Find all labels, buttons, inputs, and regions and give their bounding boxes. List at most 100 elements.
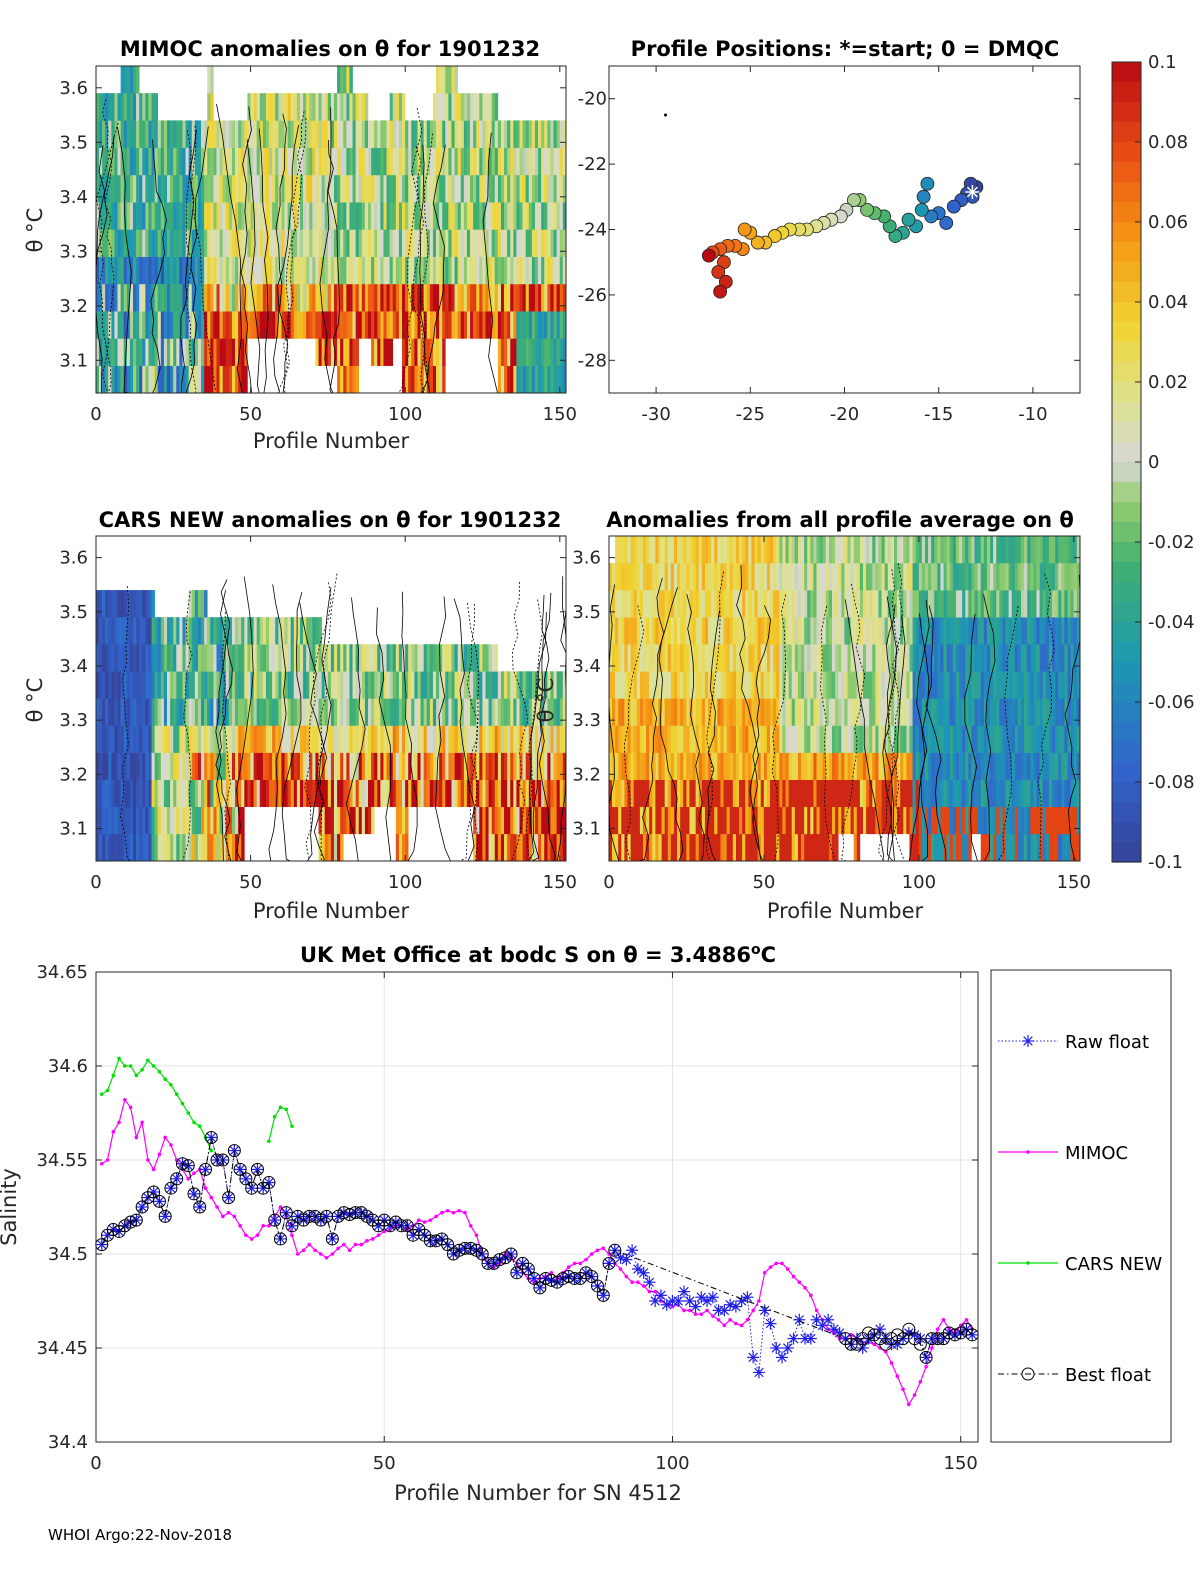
heatmap-cell — [299, 698, 304, 726]
heatmap-cell — [225, 311, 230, 339]
heatmap-cell — [494, 671, 499, 699]
heatmap-cell — [1052, 806, 1056, 835]
heatmap-cell — [278, 752, 282, 780]
heatmap-cell — [120, 229, 125, 257]
heatmap-cell — [287, 283, 292, 312]
heatmap-cell — [470, 93, 474, 121]
heatmap-cell — [204, 256, 208, 285]
heatmap-cell — [556, 671, 561, 699]
heatmap-cell — [562, 338, 567, 366]
contour-line — [531, 594, 550, 862]
heatmap-cell — [897, 752, 901, 780]
heatmap-cell — [553, 806, 557, 835]
heatmap-cell — [825, 590, 830, 618]
heatmap-cell — [402, 806, 406, 835]
heatmap-cell — [807, 725, 811, 753]
heatmap-cell — [303, 311, 307, 339]
heatmap-cell — [1045, 725, 1050, 753]
heatmap-cell — [179, 698, 183, 726]
heatmap-cell — [627, 644, 631, 672]
heatmap-cell — [120, 311, 125, 339]
heatmap-cell — [287, 120, 292, 148]
heatmap-cell — [95, 338, 100, 366]
heatmap-cell — [550, 671, 554, 699]
positions-track — [664, 113, 984, 299]
heatmap-cell — [148, 93, 152, 121]
heatmap-cell — [129, 93, 134, 121]
heatmap-cell — [544, 338, 548, 366]
heatmap-cell — [247, 725, 251, 753]
heatmap-cell — [299, 256, 304, 285]
mimoc-point — [146, 1158, 150, 1162]
heatmap-cell — [729, 535, 734, 564]
heatmap-cell — [1014, 535, 1019, 564]
heatmap-cell — [655, 752, 659, 780]
heatmap-cell — [912, 590, 916, 618]
heatmap-cell — [751, 617, 755, 645]
heatmap-cell — [228, 202, 233, 230]
heatmap-cell — [225, 229, 230, 257]
heatmap-cell — [804, 833, 808, 862]
heatmap-cell — [343, 671, 347, 699]
heatmap-cell — [510, 779, 514, 808]
heatmap-cell — [111, 590, 115, 618]
heatmap-cell — [225, 202, 230, 230]
heatmap-cell — [395, 752, 400, 780]
heatmap-cell — [343, 752, 347, 780]
heatmap-cell — [732, 752, 737, 780]
contour-line — [185, 126, 209, 394]
heatmap-cell — [819, 644, 824, 672]
heatmap-cell — [695, 806, 700, 835]
heatmap-cell — [448, 779, 452, 808]
heatmap-cell — [547, 671, 551, 699]
heatmap-cell — [519, 174, 523, 203]
heatmap-cell — [791, 590, 796, 618]
heatmap-cell — [757, 590, 762, 618]
heatmap-cell — [646, 806, 650, 835]
heatmap-cell — [1048, 752, 1053, 780]
heatmap-cell — [488, 93, 492, 121]
heatmap-cell — [482, 283, 486, 312]
heatmap-cell — [639, 779, 644, 808]
heatmap-cell — [361, 806, 366, 835]
heatmap-cell — [1002, 535, 1006, 564]
mimoc-point — [641, 1284, 646, 1288]
heatmap-cell — [519, 779, 523, 808]
heatmap-cell — [556, 256, 561, 285]
heatmap-cell — [337, 365, 341, 394]
heatmap-cell — [299, 174, 304, 203]
heatmap-cell — [726, 671, 731, 699]
heatmap-cell — [513, 256, 517, 285]
heatmap-cell — [436, 229, 440, 257]
heatmap-cell — [955, 725, 960, 753]
heatmap-cell — [160, 617, 165, 645]
heatmap-cell — [275, 93, 279, 121]
heatmap-cell — [971, 644, 975, 672]
heatmap-cell — [185, 644, 189, 672]
heatmap-cell — [482, 93, 486, 121]
heatmap-cell — [439, 752, 443, 780]
heatmap-cell — [120, 365, 125, 394]
heatmap-cell — [1024, 806, 1028, 835]
heatmap-cell — [630, 833, 634, 862]
heatmap-cell — [238, 256, 242, 285]
position-point — [901, 212, 916, 227]
heatmap-cell — [962, 671, 966, 699]
heatmap-cell — [1067, 779, 1071, 808]
heatmap-cell — [847, 698, 851, 726]
heatmap-cell — [667, 725, 672, 753]
heatmap-cell — [318, 617, 322, 645]
mimoc-point — [618, 1267, 623, 1271]
mimoc-point — [912, 1393, 917, 1397]
heatmap-cell — [903, 671, 907, 699]
heatmap-cell — [488, 229, 492, 257]
heatmap-cell — [442, 725, 446, 753]
heatmap-cell — [287, 725, 292, 753]
heatmap-cell — [760, 698, 765, 726]
heatmap-cell — [847, 779, 851, 808]
heatmap-cell — [303, 120, 307, 148]
heatmap-cell — [167, 202, 171, 230]
heatmap-cell — [102, 806, 106, 835]
heatmap-cell — [238, 779, 242, 808]
contour-line — [844, 599, 884, 862]
